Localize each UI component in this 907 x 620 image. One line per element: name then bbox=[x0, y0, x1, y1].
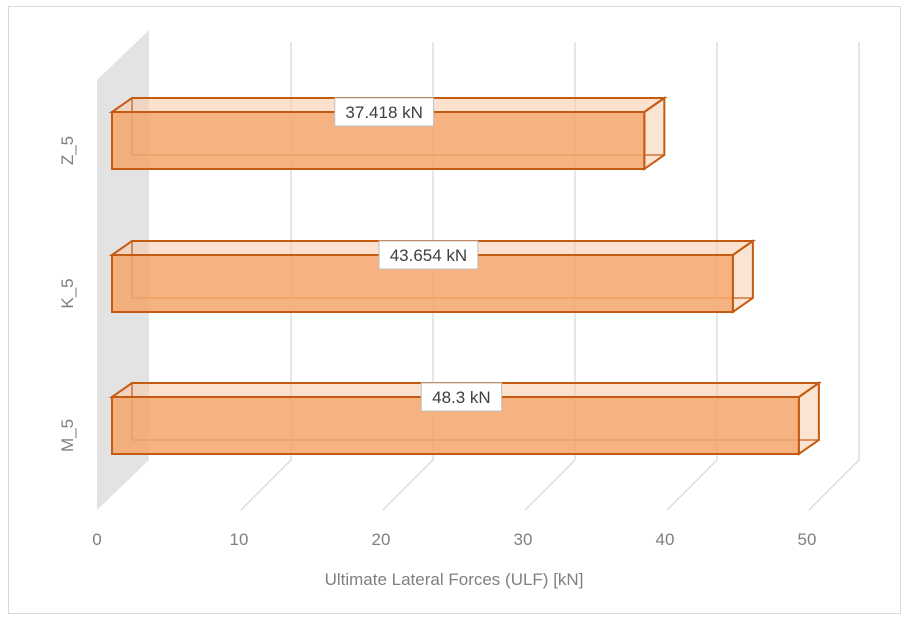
y-tick-labels: M_5 K_5 Z_5 bbox=[58, 136, 77, 452]
data-label-box bbox=[334, 97, 435, 127]
x-axis-title: Ultimate Lateral Forces (ULF) [kN] bbox=[325, 570, 584, 589]
gridline-floor bbox=[382, 459, 434, 511]
data-label: 43.654 kN bbox=[378, 240, 479, 270]
data-label-box bbox=[378, 240, 479, 270]
y-tick-label: M_5 bbox=[58, 419, 77, 452]
data-label-text: 48.3 kN bbox=[432, 388, 491, 407]
y-tick-label: Z_5 bbox=[58, 136, 77, 165]
x-tick-label: 40 bbox=[656, 530, 675, 549]
data-label-text: 43.654 kN bbox=[390, 246, 468, 265]
x-tick-label: 30 bbox=[514, 530, 533, 549]
gridline-floor bbox=[524, 459, 576, 511]
data-label: 37.418 kN bbox=[334, 97, 435, 127]
gridline-floor bbox=[808, 459, 860, 511]
data-label-box bbox=[420, 382, 503, 412]
y-tick-label: K_5 bbox=[58, 278, 77, 308]
x-tick-label: 20 bbox=[372, 530, 391, 549]
x-tick-labels: 0 10 20 30 40 50 bbox=[92, 530, 816, 549]
x-tick-label: 50 bbox=[798, 530, 817, 549]
data-labels: 48.3 kN 43.654 kN 37.418 kN bbox=[334, 97, 503, 412]
gridline-floor bbox=[240, 459, 292, 511]
data-label: 48.3 kN bbox=[420, 382, 503, 412]
x-tick-label: 0 bbox=[92, 530, 101, 549]
gridline-floor bbox=[666, 459, 718, 511]
x-tick-label: 10 bbox=[230, 530, 249, 549]
data-label-text: 37.418 kN bbox=[345, 103, 423, 122]
